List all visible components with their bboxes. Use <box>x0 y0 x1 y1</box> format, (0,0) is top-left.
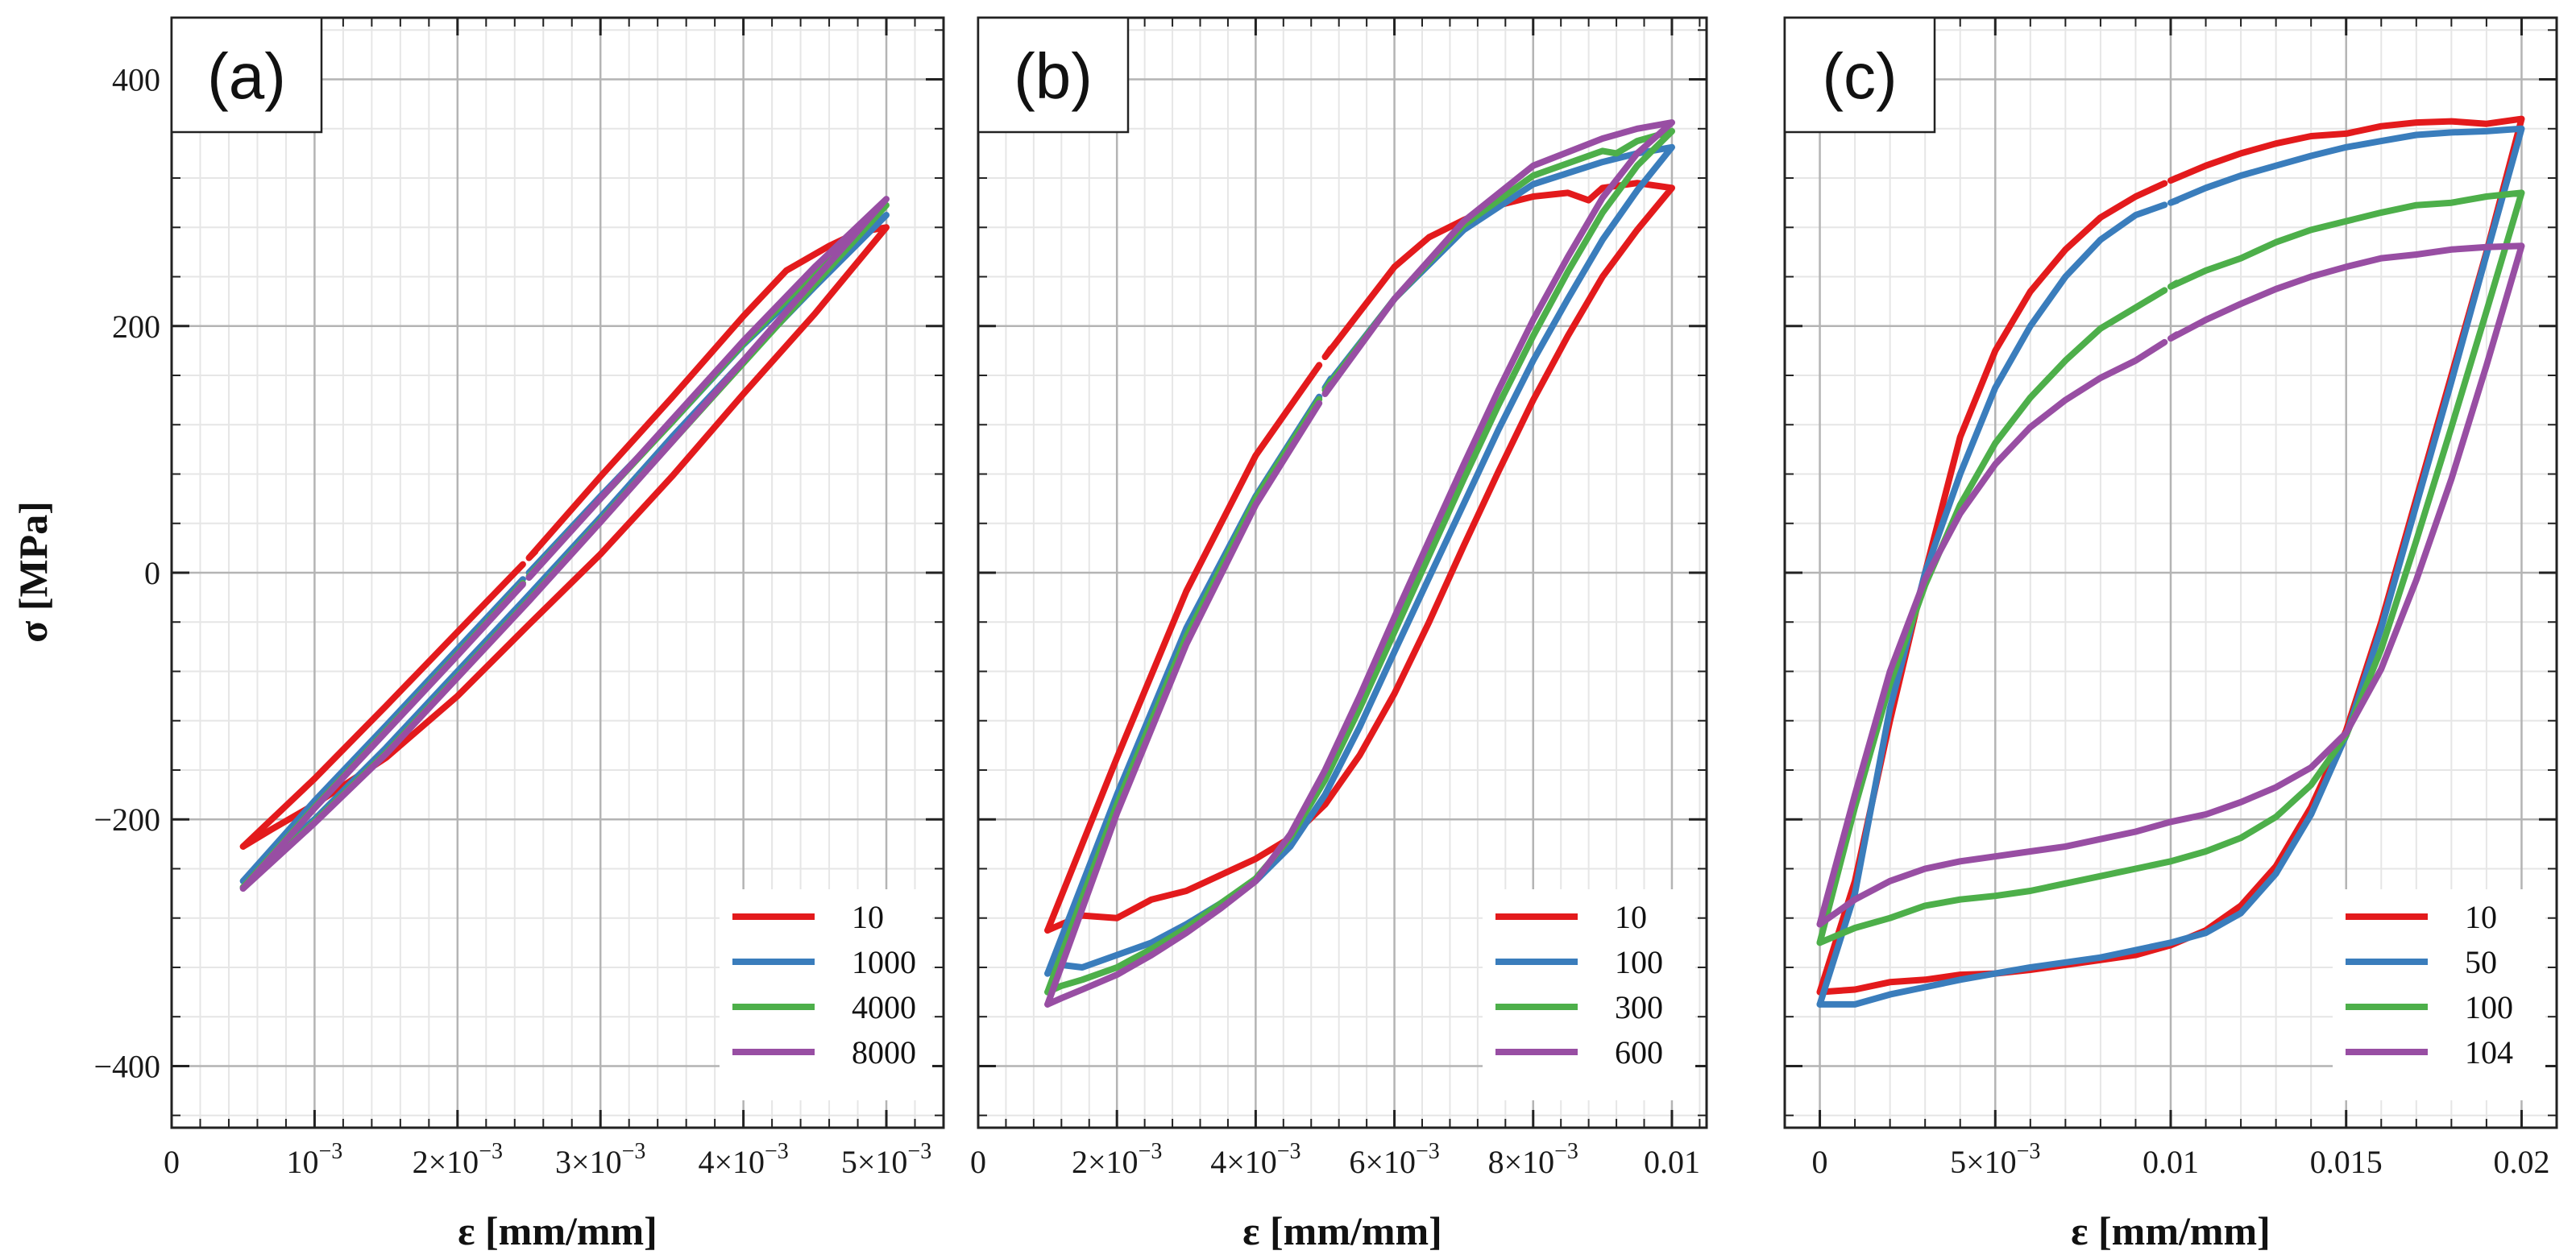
x-tick-label: 4×10−3 <box>1210 1139 1300 1180</box>
x-tick-label: 8×10−3 <box>1488 1139 1578 1180</box>
x-tick-label-base: 5×10 <box>841 1144 908 1180</box>
series-line <box>1816 125 2525 1008</box>
x-tick-label: 5×10−3 <box>841 1139 931 1180</box>
x-tick-label: 0 <box>1812 1144 1828 1180</box>
x-tick-label-exponent: −3 <box>1416 1139 1440 1164</box>
x-tick-label-exponent: −3 <box>2017 1139 2041 1164</box>
x-tick-label-exponent: −3 <box>1139 1139 1163 1164</box>
x-tick-label: 3×10−3 <box>555 1139 645 1180</box>
legend-label: 10 <box>2465 899 2497 935</box>
series-line <box>1816 189 2525 946</box>
legend-box <box>2333 889 2545 1100</box>
x-tick-label-base: 4×10 <box>1210 1144 1277 1180</box>
legend-label: 1000 <box>852 944 916 980</box>
series-line <box>1044 119 1675 1008</box>
legend-label: 8000 <box>852 1034 916 1071</box>
series-line <box>1044 400 1323 1008</box>
series-line <box>1044 143 1675 977</box>
x-tick-label-base: 4×10 <box>698 1144 765 1180</box>
x-axis-label: ε [mm/mm] <box>2071 1208 2271 1253</box>
x-tick-label: 4×10−3 <box>698 1139 788 1180</box>
series-line <box>1816 242 2525 928</box>
x-tick-label-exponent: −3 <box>622 1139 646 1164</box>
series-line <box>239 581 526 892</box>
series-line <box>1044 362 1323 934</box>
legend-label: 50 <box>2465 944 2497 980</box>
y-tick-label: −200 <box>93 801 160 838</box>
legend-label: 104 <box>2465 1034 2513 1071</box>
x-tick-label-base: 5×10 <box>1950 1144 2017 1180</box>
x-tick-label: 0.01 <box>2143 1144 2199 1180</box>
x-tick-label-exponent: −3 <box>1554 1139 1578 1164</box>
x-tick-label-exponent: −3 <box>479 1139 503 1164</box>
x-tick-label-base: 10 <box>287 1144 319 1180</box>
x-tick-label: 0.01 <box>1644 1144 1700 1180</box>
y-tick-label: −400 <box>93 1048 160 1084</box>
legend-box <box>720 889 932 1100</box>
x-tick-label-base: 6×10 <box>1349 1144 1416 1180</box>
panel-tag-box <box>170 16 323 134</box>
x-tick-label-base: 0.01 <box>1644 1144 1700 1180</box>
x-tick-label-base: 0 <box>970 1144 986 1180</box>
x-tick-label-exponent: −3 <box>765 1139 789 1164</box>
panel-tag: (b) <box>1014 40 1093 112</box>
x-tick-label-exponent: −3 <box>907 1139 931 1164</box>
legend-label: 600 <box>1615 1034 1663 1071</box>
x-tick-label-base: 0.01 <box>2143 1144 2199 1180</box>
y-tick-label: 0 <box>144 555 160 591</box>
x-tick-label-base: 8×10 <box>1488 1144 1555 1180</box>
series-line <box>239 196 890 892</box>
series-line <box>1816 338 2168 928</box>
panel-tag-box <box>977 16 1130 134</box>
x-tick-label-base: 3×10 <box>555 1144 622 1180</box>
x-tick-label: 2×10−3 <box>413 1139 503 1180</box>
y-tick-label: 200 <box>112 309 160 345</box>
legend-label: 100 <box>1615 944 1663 980</box>
chart-panel-0: 0 10−3 2×10−3 3×10−3 4×10−3 5×10−34002000−200… <box>93 16 945 1253</box>
legend-label: 4000 <box>852 989 916 1025</box>
panel-tag-box <box>1783 16 1936 134</box>
legend-label: 100 <box>2465 989 2513 1025</box>
panel-tag: (c) <box>1822 40 1897 112</box>
x-axis-label: ε [mm/mm] <box>458 1208 657 1253</box>
x-tick-label-base: 2×10 <box>1072 1144 1139 1180</box>
x-tick-label: 0.02 <box>2493 1144 2549 1180</box>
x-tick-label-base: 0 <box>1812 1144 1828 1180</box>
panel-tag: (a) <box>207 40 286 112</box>
x-tick-label: 0 <box>164 1144 180 1180</box>
legend-label: 10 <box>1615 899 1647 935</box>
legend-box <box>1483 889 1695 1100</box>
x-tick-label-exponent: −3 <box>319 1139 343 1164</box>
x-tick-label-base: 0.02 <box>2493 1144 2549 1180</box>
x-tick-label-base: 2×10 <box>413 1144 479 1180</box>
x-axis-label: ε [mm/mm] <box>1242 1208 1442 1253</box>
x-tick-label-base: 0.015 <box>2310 1144 2383 1180</box>
y-tick-label: 400 <box>112 62 160 98</box>
x-tick-label-exponent: −3 <box>1277 1139 1301 1164</box>
x-tick-label: 0 <box>970 1144 986 1180</box>
series-line <box>1816 201 2168 1008</box>
x-tick-label: 2×10−3 <box>1072 1139 1162 1180</box>
legend-label: 10 <box>852 899 884 935</box>
y-axis-label: σ [MPa] <box>10 501 56 643</box>
chart-panel-1: 0 2×10−3 4×10−3 6×10−3 8×10−3 0.01ε [mm/mm](b… <box>970 16 1708 1253</box>
x-tick-label: 0.015 <box>2310 1144 2383 1180</box>
series-line <box>1816 287 2168 946</box>
x-tick-label: 6×10−3 <box>1349 1139 1439 1180</box>
chart-panel-2: 0 5×10−3 0.01 0.015 0.02 ε [mm/mm] (c) 10 50 100 1… <box>1783 16 2558 1253</box>
x-tick-label: 10−3 <box>287 1139 343 1180</box>
x-tick-label-base: 0 <box>164 1144 180 1180</box>
legend-label: 300 <box>1615 989 1663 1025</box>
panels-group: 0 10−3 2×10−3 3×10−3 4×10−3 5×10−34002000−200… <box>93 16 2558 1253</box>
series-line <box>239 561 526 850</box>
x-tick-label: 5×10−3 <box>1950 1139 2040 1180</box>
series-line <box>1044 127 1675 996</box>
